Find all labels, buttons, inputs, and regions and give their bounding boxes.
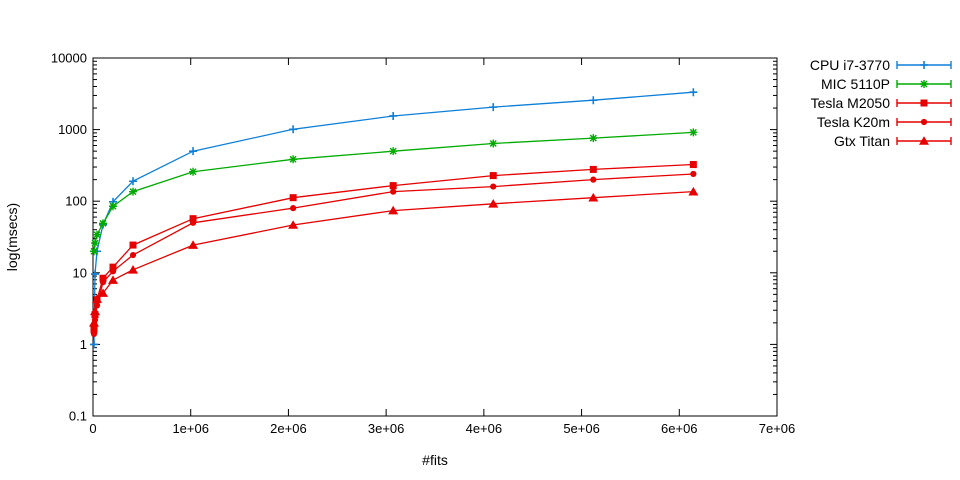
triangle-marker — [108, 275, 119, 284]
triangle-marker — [128, 265, 139, 274]
y-tick-label: 1000 — [58, 122, 87, 137]
plus-marker — [90, 340, 99, 349]
plus-marker — [289, 125, 298, 134]
series-mic-5110p — [90, 128, 698, 256]
legend-label: Tesla K20m — [817, 114, 890, 130]
triangle-marker — [288, 220, 299, 229]
dot-marker — [290, 205, 297, 212]
asterisk-marker — [589, 134, 598, 143]
x-tick-label: 2e+06 — [270, 421, 307, 436]
dot-marker — [109, 268, 117, 275]
legend: CPU i7-3770 MIC 5110P Tesla M2050 Tesla K20… — [810, 57, 952, 149]
plus-marker — [489, 103, 498, 112]
y-tick-label: 10000 — [51, 51, 87, 66]
series-group — [89, 88, 699, 349]
dot-marker — [90, 330, 98, 338]
asterisk-marker — [189, 167, 198, 176]
x-tick-label: 4e+06 — [466, 421, 503, 436]
dot-marker — [690, 170, 697, 178]
legend-label: CPU i7-3770 — [810, 57, 890, 73]
square-marker — [920, 99, 928, 107]
axes-group: 0 1e+06 2e+06 3e+06 4e+06 5e+06 6e+06 7e+06 0.1 1… — [51, 51, 795, 437]
series-tesla-k20m — [90, 170, 697, 338]
dot-marker — [99, 279, 107, 286]
dot-marker — [590, 176, 597, 183]
dot-marker — [129, 251, 137, 259]
triangle-marker — [92, 294, 103, 303]
series-line — [93, 91, 694, 345]
x-tick-label: 6e+06 — [661, 421, 698, 436]
legend-label: Gtx Titan — [834, 133, 890, 149]
plus-marker — [129, 177, 138, 186]
square-marker — [189, 215, 197, 223]
asterisk-marker — [99, 219, 108, 228]
plus-marker — [920, 61, 928, 69]
plus-marker — [389, 111, 398, 120]
square-marker — [99, 274, 107, 282]
legend-item: Gtx Titan — [834, 133, 952, 149]
legend-item: Tesla K20m — [817, 114, 952, 130]
asterisk-marker — [109, 202, 118, 211]
triangle-marker — [89, 318, 100, 327]
square-marker — [389, 182, 397, 190]
triangle-marker — [188, 240, 199, 249]
asterisk-marker — [689, 128, 698, 137]
asterisk-marker — [93, 230, 102, 239]
series-cpu-i7-3770 — [90, 88, 698, 349]
legend-label: Tesla M2050 — [811, 95, 891, 111]
y-axis-label: log(msecs) — [4, 203, 20, 271]
square-marker — [689, 161, 697, 169]
x-tick-label: 7e+06 — [759, 421, 796, 436]
plus-marker — [91, 270, 100, 279]
x-tick-label: 0 — [89, 421, 96, 436]
dot-marker — [189, 219, 197, 226]
x-tick-label: 5e+06 — [563, 421, 600, 436]
triangle-marker — [488, 198, 499, 208]
asterisk-marker — [129, 187, 138, 196]
asterisk-marker — [389, 147, 398, 156]
asterisk-marker — [489, 139, 498, 148]
y-tick-label: 10 — [73, 265, 87, 280]
triangle-marker — [688, 186, 699, 196]
square-marker — [289, 194, 297, 202]
series-tesla-m2050 — [90, 161, 697, 334]
plot-border — [92, 57, 778, 417]
y-tick-label: 0.1 — [69, 409, 87, 424]
dot-marker — [490, 183, 497, 190]
plus-marker — [689, 88, 698, 97]
y-tick-label: 100 — [65, 194, 87, 209]
square-marker — [129, 241, 137, 249]
asterisk-marker — [289, 155, 298, 164]
triangle-marker — [919, 136, 929, 145]
dot-marker — [920, 118, 928, 126]
triangle-marker — [90, 306, 101, 316]
square-marker — [489, 172, 497, 180]
triangle-marker — [388, 205, 399, 215]
square-marker — [109, 263, 117, 271]
asterisk-marker — [91, 239, 100, 248]
y-tick-label: 1 — [80, 337, 87, 352]
asterisk-marker — [90, 247, 99, 256]
asterisk-marker — [920, 80, 928, 88]
legend-item: CPU i7-3770 — [810, 57, 952, 73]
x-tick-label: 3e+06 — [368, 421, 405, 436]
x-tick-label: 1e+06 — [172, 421, 209, 436]
series-gtx-titan — [89, 186, 699, 327]
series-line — [93, 173, 694, 334]
legend-label: MIC 5110P — [821, 76, 890, 92]
square-marker — [589, 165, 597, 173]
triangle-marker — [588, 192, 599, 202]
triangle-marker — [98, 288, 109, 297]
x-axis-label: #fits — [422, 452, 448, 468]
legend-item: MIC 5110P — [821, 76, 952, 92]
legend-item: Tesla M2050 — [811, 95, 952, 111]
plus-marker — [189, 147, 198, 156]
plus-marker — [589, 96, 598, 105]
dot-marker — [390, 188, 397, 195]
